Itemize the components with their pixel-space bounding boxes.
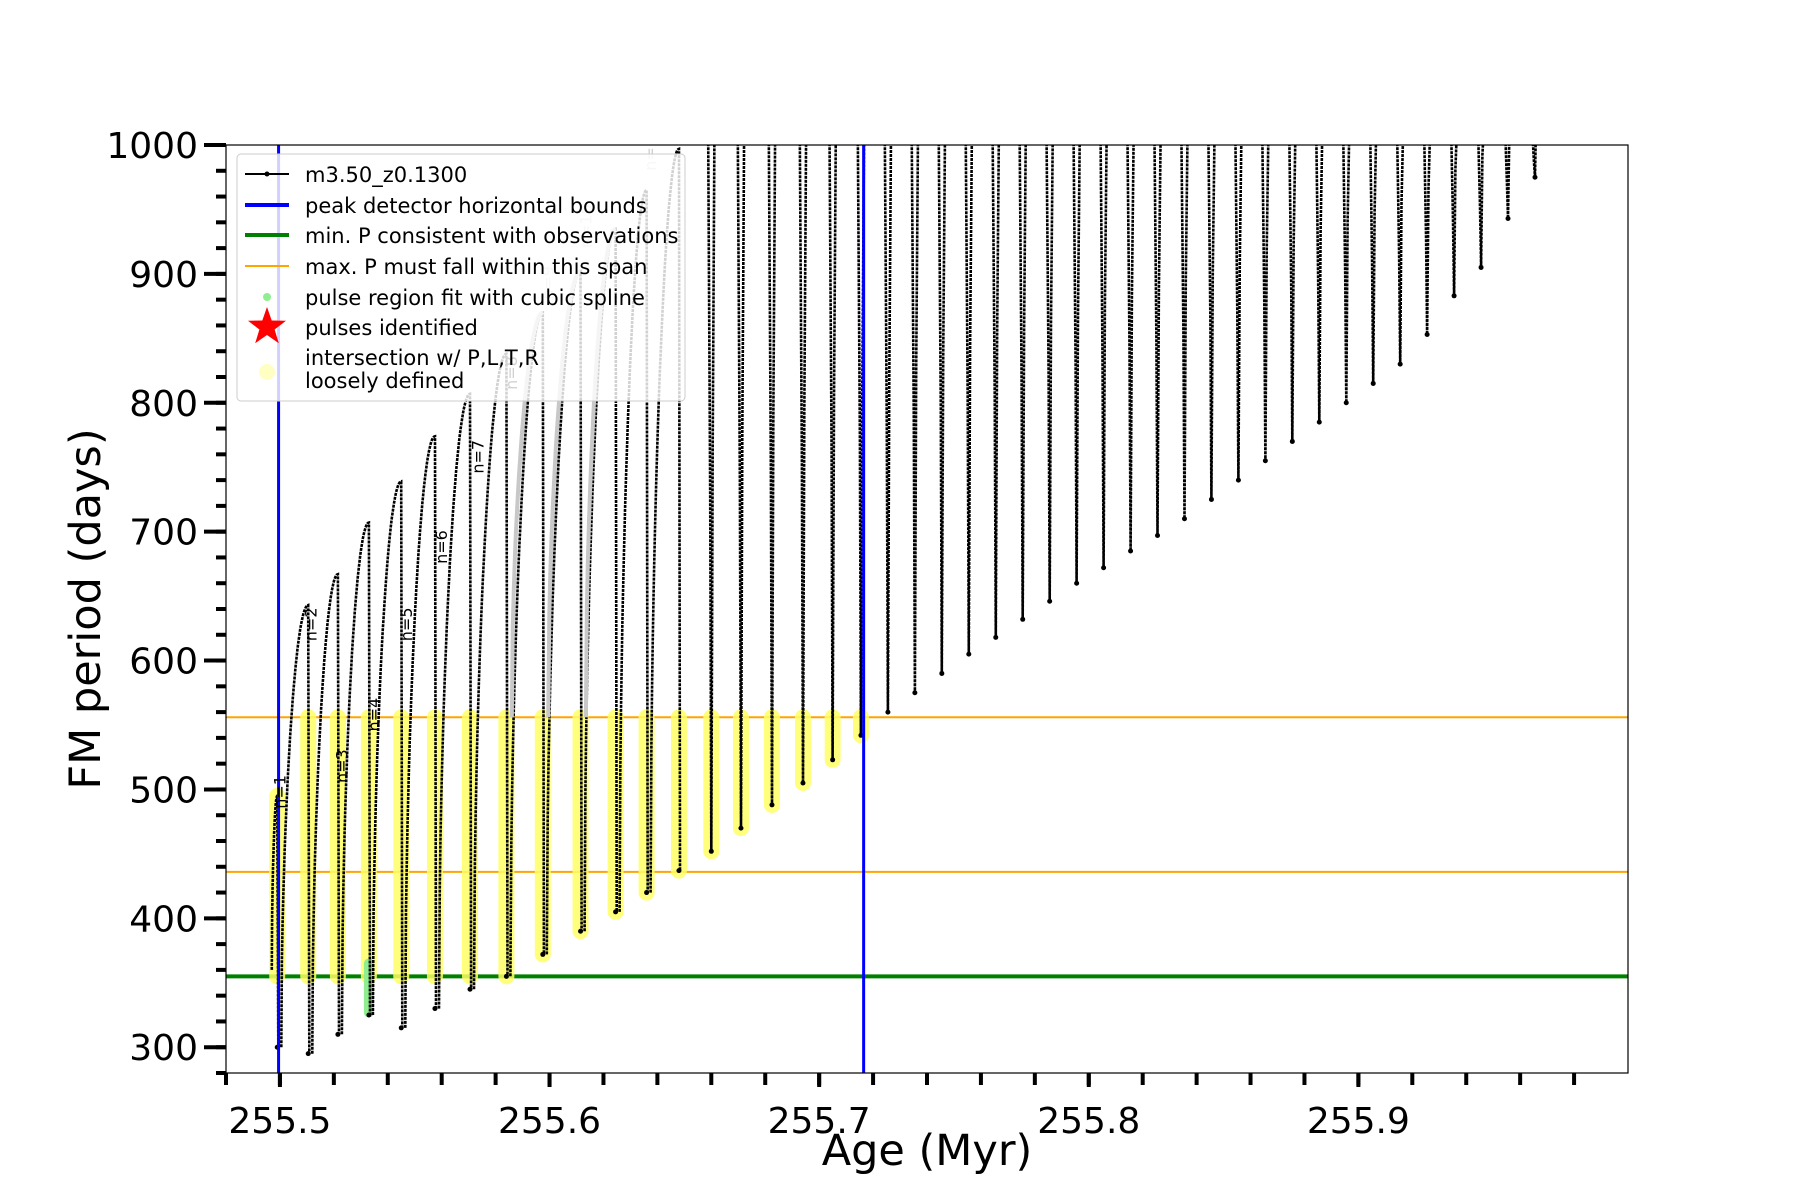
pulse-curve-43 xyxy=(1504,145,1511,219)
pulse-min-point-40 xyxy=(1424,331,1430,337)
pulse-min-point-23 xyxy=(966,651,972,657)
pulse-min-point-32 xyxy=(1208,496,1214,502)
legend-swatch-loose xyxy=(259,364,275,380)
pulse-min-point-35 xyxy=(1289,438,1295,444)
y-tick-label: 300 xyxy=(129,1028,198,1069)
y-tick-label: 1000 xyxy=(106,126,198,167)
pulse-annotation: n=5 xyxy=(397,607,416,641)
pulse-curve-5 xyxy=(371,479,404,1028)
pulse-annotation: n=6 xyxy=(432,530,451,564)
pulse-min-point-28 xyxy=(1101,565,1107,571)
y-tick-label: 700 xyxy=(129,513,198,554)
x-tick-label: 255.8 xyxy=(1037,1101,1140,1142)
pulse-curve-6 xyxy=(404,434,438,1028)
legend-label: m3.50_z0.1300 xyxy=(305,163,467,188)
pulse-curve-7 xyxy=(437,392,473,1009)
pulse-min-point-3 xyxy=(335,1031,341,1037)
y-tick-label: 600 xyxy=(129,642,198,683)
pulse-curve-40 xyxy=(1423,145,1431,335)
pulse-min-point-6 xyxy=(432,1006,438,1012)
pulse-min-point-2 xyxy=(305,1051,311,1057)
pulse-curve-29 xyxy=(1126,145,1135,552)
pulse-min-point-38 xyxy=(1370,380,1376,386)
pulse-min-point-5 xyxy=(398,1025,404,1031)
legend-swatch-marker xyxy=(264,171,270,177)
pulse-min-point-44 xyxy=(1532,174,1538,180)
y-tick-label: 800 xyxy=(129,384,198,425)
pulse-min-point-25 xyxy=(1020,616,1026,622)
pulse-min-point-43 xyxy=(1505,215,1511,221)
pulse-min-point-12 xyxy=(644,890,650,896)
pulse-min-point-8 xyxy=(503,973,509,979)
pulse-curve-4 xyxy=(340,520,372,1035)
pulse-min-point-42 xyxy=(1478,264,1484,270)
pulse-min-point-7 xyxy=(467,986,473,992)
pulse-min-point-4 xyxy=(366,1012,372,1018)
x-axis-label: Age (Myr) xyxy=(822,1126,1033,1176)
pulse-curve-37 xyxy=(1342,145,1351,403)
pulse-annotation: n=3 xyxy=(332,749,351,783)
pulse-curve-1 xyxy=(270,792,280,1048)
pulse-min-point-17 xyxy=(800,780,806,786)
legend-label: pulses identified xyxy=(305,316,478,340)
pulse-annotation: n=4 xyxy=(365,698,384,732)
pulse-curve-3 xyxy=(311,572,341,1054)
y-tick-label: 500 xyxy=(129,770,198,811)
y-tick-label: 400 xyxy=(129,899,198,940)
x-tick-label: 255.5 xyxy=(228,1101,331,1142)
legend-label-line-2: loosely defined xyxy=(305,369,464,393)
x-tick-label: 255.9 xyxy=(1307,1101,1410,1142)
pulse-min-point-20 xyxy=(885,709,891,715)
pulse-min-point-9 xyxy=(540,951,546,957)
x-tick-label: 255.7 xyxy=(768,1101,871,1142)
pulse-min-point-13 xyxy=(676,868,682,874)
pulse-min-point-22 xyxy=(939,670,945,676)
axes: 255.5 255.6 255.7 255.8 255.9 300 400 500 600 700… xyxy=(61,126,1629,1176)
pulse-min-point-26 xyxy=(1047,598,1053,604)
pulse-min-point-37 xyxy=(1343,400,1349,406)
pulse-min-point-34 xyxy=(1262,458,1268,464)
legend-swatch-spline xyxy=(263,293,271,301)
pulse-curve-2 xyxy=(280,603,311,1054)
legend-box xyxy=(236,153,686,402)
pulse-annotation: n=2 xyxy=(301,607,320,641)
pulse-min-point-39 xyxy=(1397,361,1403,367)
pulse-min-point-24 xyxy=(993,634,999,640)
y-axis-label: FM period (days) xyxy=(61,428,111,789)
pulse-min-point-41 xyxy=(1451,293,1457,299)
x-tick-label: 255.6 xyxy=(498,1101,601,1142)
pulse-min-point-29 xyxy=(1128,548,1134,554)
pulse-min-point-14 xyxy=(708,848,714,854)
pulse-min-point-18 xyxy=(830,757,836,763)
legend-label: pulse region fit with cubic spline xyxy=(305,286,645,310)
pulse-min-point-27 xyxy=(1074,580,1080,586)
pulse-curve-31 xyxy=(1180,145,1189,519)
pulse-curve-17 xyxy=(798,145,808,784)
pulse-min-point-21 xyxy=(912,690,918,696)
legend-label: min. P consistent with observations xyxy=(305,224,678,248)
pulse-min-point-36 xyxy=(1316,419,1322,425)
legend-label-line-1: intersection w/ P,L,T,R xyxy=(305,346,539,370)
legend-label: max. P must fall within this span xyxy=(305,255,647,279)
legend-swatch-star xyxy=(248,307,286,344)
pulse-min-point-10 xyxy=(578,928,584,934)
pulse-annotation: n=7 xyxy=(468,440,487,474)
y-tick-label: 900 xyxy=(129,255,198,296)
pulse-min-point-30 xyxy=(1155,533,1161,539)
pulse-min-point-11 xyxy=(613,909,619,915)
pulse-min-point-16 xyxy=(769,802,775,808)
legend-label: peak detector horizontal bounds xyxy=(305,194,647,218)
pulse-min-point-33 xyxy=(1235,477,1241,483)
pulse-min-point-15 xyxy=(738,825,744,831)
pulse-min-point-31 xyxy=(1181,516,1187,522)
pulse-annotation: n=1 xyxy=(270,775,289,809)
